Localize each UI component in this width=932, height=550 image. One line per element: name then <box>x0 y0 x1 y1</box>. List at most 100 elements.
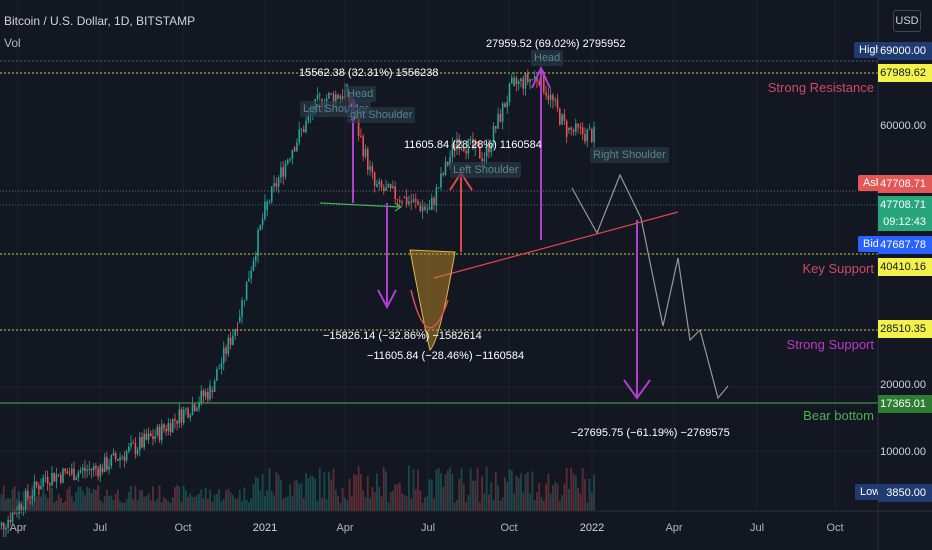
volume-bar <box>517 477 520 511</box>
candle-body <box>149 433 152 437</box>
volume-bar <box>570 467 573 511</box>
volume-bar <box>504 477 506 511</box>
candle-body <box>167 423 170 432</box>
candle-body <box>234 329 236 336</box>
volume-bar <box>412 469 415 511</box>
volume-bar <box>376 473 378 511</box>
volume-bar <box>13 486 16 511</box>
candle-body <box>561 114 563 125</box>
volume-bar <box>127 491 130 511</box>
volume-bar <box>231 494 234 511</box>
last-price-value: 47708.71 <box>878 196 932 214</box>
candle-body <box>213 380 216 392</box>
volume-bar <box>81 490 84 511</box>
measure-label-2: 27959.52 (69.02%) 2795952 <box>486 38 626 50</box>
candle-body <box>187 408 189 418</box>
volume-bar <box>510 470 513 511</box>
currency-button[interactable]: USD <box>893 10 921 32</box>
volume-bar <box>453 502 456 511</box>
volume-bar <box>48 490 51 511</box>
volume-bar <box>95 490 97 511</box>
candle-body <box>533 76 536 79</box>
volume-bar <box>357 466 360 511</box>
time-tick: Jul <box>92 522 108 534</box>
candle-body <box>97 468 99 477</box>
volume-bar <box>125 498 128 511</box>
candle-body <box>241 300 243 317</box>
candle-body <box>504 103 506 108</box>
candle-body <box>499 113 502 122</box>
candle-body <box>66 471 69 474</box>
volume-bar <box>350 495 353 511</box>
candle-body <box>227 337 230 354</box>
candle-body <box>318 94 321 96</box>
volume-bar <box>108 495 110 511</box>
volume-bar <box>531 471 534 511</box>
volume-bar <box>563 483 566 511</box>
candle-body <box>552 94 554 101</box>
candles <box>0 69 595 538</box>
volume-bar <box>478 502 481 511</box>
volume-bar <box>467 495 470 511</box>
volume-bar <box>280 480 282 511</box>
volume-bar <box>101 502 104 511</box>
measure-label-1: 15562.38 (32.31%) 1556238 <box>299 67 439 79</box>
volume-bar <box>163 497 165 511</box>
candle-body <box>220 362 223 369</box>
volume-bar <box>68 486 71 511</box>
volume-bar <box>116 489 119 511</box>
volume-bar <box>366 476 369 511</box>
candle-body <box>559 108 561 125</box>
volume-bar <box>220 501 223 511</box>
candle-body <box>119 456 121 461</box>
candle-body <box>139 437 141 450</box>
candle-body <box>132 442 135 444</box>
candle-body <box>248 278 250 282</box>
volume-bar <box>156 498 159 511</box>
volume-bar <box>44 494 47 511</box>
volume-bar <box>334 489 337 511</box>
volume-bar <box>189 493 192 511</box>
volume-bar <box>218 488 221 511</box>
volume-bar <box>398 482 401 511</box>
candle-body <box>147 433 150 440</box>
pattern-right-shoulder-1: ght Shoulder <box>347 107 416 123</box>
volume-bar <box>277 474 280 511</box>
candle-body <box>522 78 525 89</box>
volume-bar <box>184 490 187 511</box>
volume-bar <box>574 475 577 511</box>
volume-bar <box>134 485 137 511</box>
volume-bar <box>401 493 403 511</box>
candle-body <box>527 73 529 82</box>
candle-body <box>277 177 280 187</box>
volume-bar <box>323 472 326 511</box>
volume-bar <box>165 499 168 511</box>
candle-body <box>307 115 310 121</box>
candle-body <box>57 474 60 476</box>
volume-bar <box>154 501 157 511</box>
volume-bar <box>198 493 200 511</box>
volume-bar <box>75 492 78 511</box>
volume-label: Vol <box>4 36 21 50</box>
candle-body <box>316 95 319 100</box>
candle-body <box>291 150 294 160</box>
time-tick: Oct <box>174 522 192 534</box>
candle-body <box>497 113 499 129</box>
volume-bar <box>474 480 477 511</box>
volume-bar <box>547 473 550 511</box>
volume-bar <box>536 492 538 511</box>
volume-bar <box>524 473 527 511</box>
candle-body <box>424 206 426 210</box>
candle-body <box>24 490 27 510</box>
candle-body <box>79 470 82 473</box>
candle-body <box>300 129 303 130</box>
volume-bar <box>284 497 287 511</box>
volume-bar <box>318 468 321 511</box>
volume-bar <box>250 498 253 511</box>
candle-body <box>250 270 252 279</box>
time-tick: 2021 <box>252 522 278 534</box>
volume-bar <box>191 496 194 511</box>
volume-bar <box>456 500 458 511</box>
candle-body <box>545 92 547 96</box>
